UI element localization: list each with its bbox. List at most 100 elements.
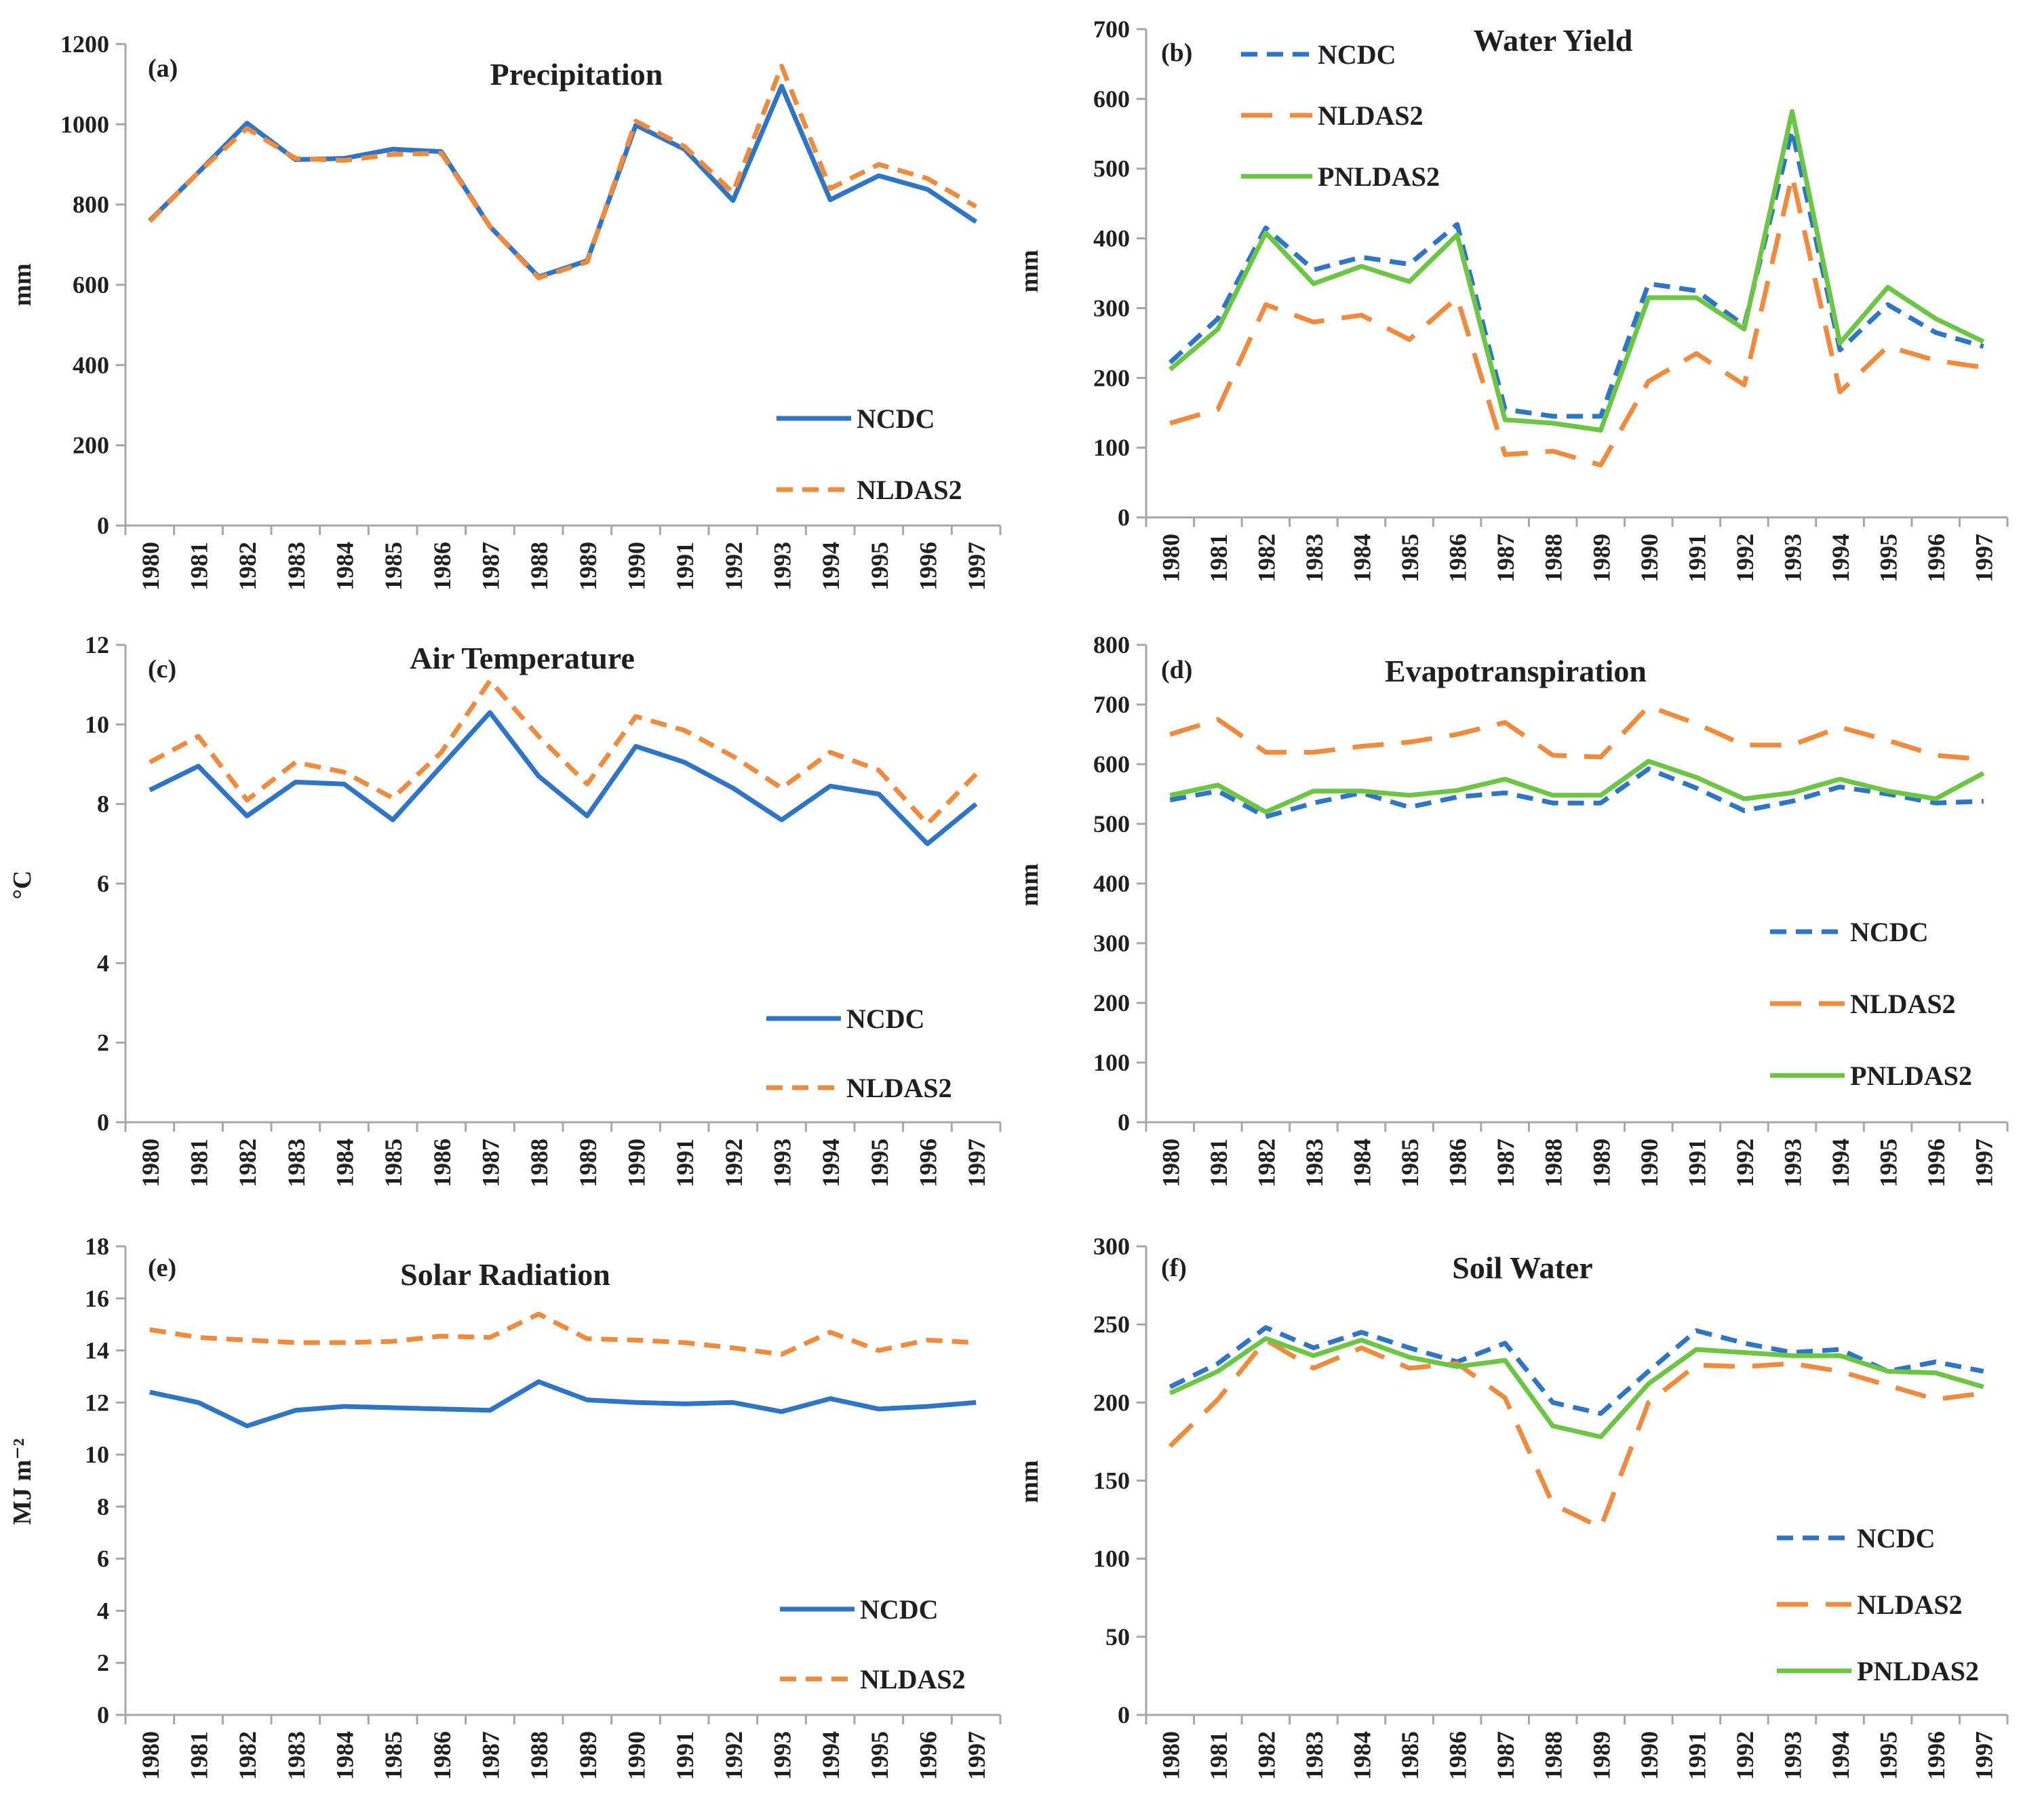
x-tick-label: 1993: [769, 542, 796, 591]
y-axis-label: MJ m⁻²: [8, 1438, 37, 1524]
x-tick-label: 1986: [429, 1139, 456, 1187]
x-tick-label: 1982: [234, 1731, 261, 1780]
x-tick-label: 1990: [1636, 534, 1663, 582]
series-line-ncdc: [1168, 127, 1984, 419]
y-tick-label: 800: [73, 191, 109, 218]
y-tick-label: 10: [85, 711, 109, 738]
panel-c: 0 2 4 6 8 10 12 1980 1981 1982 1983 1984 1985 1986 198…: [8, 631, 1002, 1187]
x-tick-label: 1997: [1971, 1731, 1998, 1780]
series-line-pnldas2: [1169, 1336, 1984, 1440]
series-line-ncdc: [149, 710, 978, 846]
y-tick-label: 400: [1093, 870, 1130, 897]
x-tick-label: 1980: [137, 542, 164, 591]
legend-label-ncdc: NCDC: [1850, 917, 1929, 947]
x-tick-label: 1986: [1445, 1731, 1472, 1780]
x-tick-label: 1986: [1445, 1139, 1472, 1187]
panel-d: 0 100 200 300 400 500 600 700 800 1980 1981 1982 198…: [1015, 631, 2009, 1187]
legend-label-nldas2: NLDAS2: [1850, 989, 1956, 1019]
x-tick-label: 1994: [1827, 534, 1854, 582]
x-tick-label: 1995: [1875, 1731, 1902, 1780]
x-tick-label: 1983: [1301, 1731, 1328, 1780]
x-tick-label: 1985: [1396, 1731, 1423, 1780]
x-tick-label: 1981: [186, 1139, 213, 1187]
x-tick-label: 1997: [963, 542, 990, 591]
y-tick-label: 800: [1093, 631, 1130, 658]
x-tick-label: 1991: [671, 1139, 699, 1187]
x-tick-label: 1983: [283, 1731, 310, 1780]
y-tick-label: 0: [97, 512, 109, 539]
x-tick-label: 1994: [817, 1139, 844, 1187]
x-tick-label: 1990: [623, 542, 650, 591]
x-tick-label: 1991: [1683, 534, 1710, 582]
x-tick-label: 1987: [477, 542, 505, 591]
legend-label-pnldas2: PNLDAS2: [1850, 1061, 1972, 1091]
y-tick-label: 4: [97, 949, 109, 976]
x-tick-label: 1994: [817, 1731, 844, 1780]
x-tick-label: 1985: [380, 1139, 407, 1187]
legend-label-ncdc: NCDC: [1857, 1523, 1936, 1554]
x-tick-label: 1986: [429, 542, 456, 591]
legend: NCDC NLDAS2 PNLDAS2: [1770, 917, 1972, 1091]
x-tick-label: 1982: [1253, 534, 1280, 582]
panel-label: (b): [1161, 39, 1192, 67]
x-tick-label: 1995: [866, 1139, 893, 1187]
x-tick-label: 1990: [623, 1731, 650, 1780]
x-tick-label: 1984: [1349, 1139, 1376, 1187]
y-tick-label: 0: [97, 1701, 109, 1728]
x-tick-label: 1991: [671, 542, 699, 591]
x-tick-label: 1995: [1875, 534, 1902, 582]
x-tick-label: 1996: [915, 542, 942, 591]
x-tick-label: 1987: [1492, 1139, 1519, 1187]
x-tick-label: 1991: [1683, 1139, 1710, 1187]
legend: NCDC NLDAS2: [777, 403, 962, 505]
series-line-ncdc: [1169, 1325, 1984, 1416]
y-tick-label: 400: [73, 351, 109, 378]
x-tick-label: 1985: [1396, 534, 1423, 582]
x-tick-label: 1989: [574, 1731, 602, 1780]
legend-label-ncdc: NCDC: [860, 1594, 939, 1625]
x-tick-label: 1990: [1636, 1139, 1663, 1187]
y-tick-label: 600: [73, 271, 109, 298]
x-tick-label: 1988: [1540, 534, 1567, 582]
y-axis-label: mm: [1015, 1460, 1044, 1503]
x-tick-label: 1996: [915, 1139, 942, 1187]
y-tick-label: 50: [1105, 1623, 1130, 1650]
y-tick-label: 500: [1093, 810, 1130, 837]
x-tick-label: 1993: [1780, 1731, 1807, 1780]
x-tick-label: 1996: [1923, 1731, 1950, 1780]
y-tick-label: 400: [1093, 225, 1130, 252]
x-tick-label: 1988: [526, 1731, 553, 1780]
y-tick-label: 10: [85, 1441, 109, 1468]
y-tick-label: 200: [1093, 364, 1130, 391]
y-tick-label: 300: [1093, 294, 1130, 321]
series-line-nldas2: [148, 64, 977, 281]
y-tick-label: 4: [97, 1597, 109, 1624]
x-tick-label: 1985: [1396, 1139, 1423, 1187]
x-tick-label: 1980: [137, 1139, 164, 1187]
x-tick-label: 1992: [1731, 1731, 1759, 1780]
series-line-ncdc: [149, 1379, 977, 1429]
y-axis-label: mm: [8, 263, 37, 306]
x-tick-label: 1984: [332, 1731, 359, 1780]
x-tick-label: 1984: [1349, 1731, 1376, 1780]
x-tick-label: 1986: [429, 1731, 456, 1780]
legend: NCDC NLDAS2: [766, 1004, 952, 1103]
y-tick-label: 0: [1118, 1109, 1130, 1136]
series-line-ncdc: [1169, 766, 1984, 819]
y-tick-label: 300: [1093, 930, 1130, 957]
x-tick-label: 1992: [1731, 1139, 1759, 1187]
y-tick-label: 600: [1093, 751, 1130, 778]
x-tick-label: 1992: [720, 1731, 747, 1780]
y-axis-label: °C: [8, 871, 37, 900]
chart-title: Evapotranspiration: [1385, 654, 1647, 688]
x-tick-label: 1980: [1157, 1731, 1184, 1780]
x-tick-label: 1995: [866, 1731, 893, 1780]
series-line-pnldas2: [1169, 108, 1985, 433]
chart-title: Soil Water: [1452, 1250, 1592, 1285]
x-tick-label: 1995: [1875, 1139, 1902, 1187]
legend-label-pnldas2: PNLDAS2: [1318, 161, 1440, 192]
y-tick-label: 8: [97, 1493, 109, 1520]
panel-e: 0 2 4 6 8 10 12 14 16 18 1980 1981 1982 1983 1984 1985 1…: [8, 1233, 1002, 1780]
series-line-nldas2: [1169, 173, 1984, 468]
